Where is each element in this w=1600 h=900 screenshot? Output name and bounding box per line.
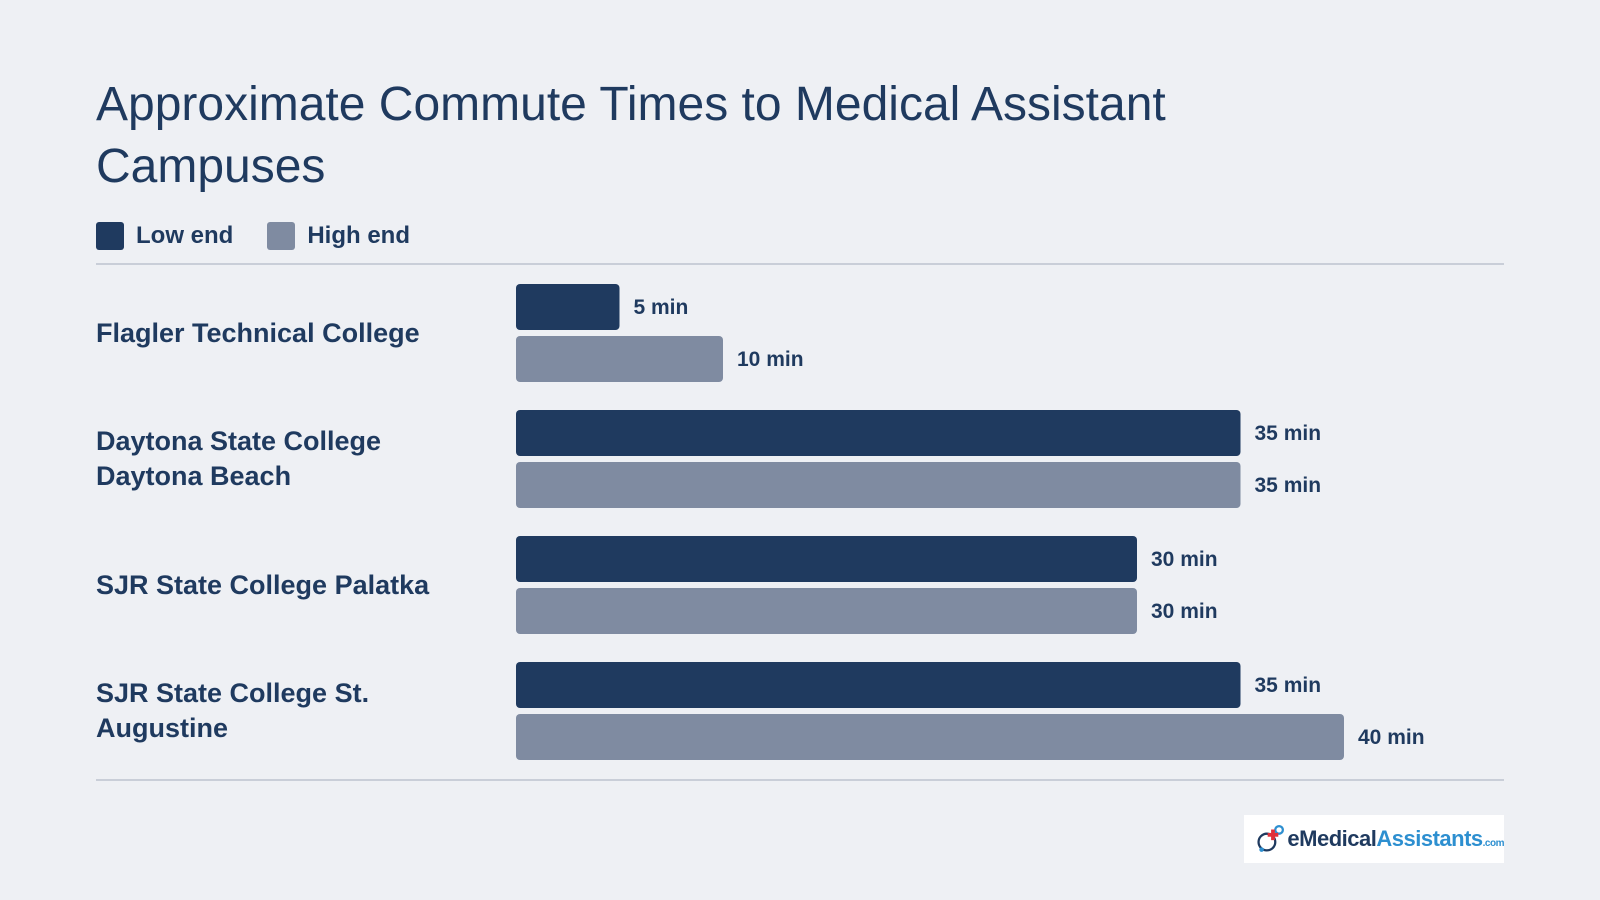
legend-item-low: Low end (96, 222, 233, 250)
legend-item-high: High end (267, 222, 410, 250)
legend-label-high: High end (307, 222, 410, 249)
bar-daytona-low (516, 410, 1241, 456)
bottom-divider (96, 779, 1504, 781)
bar-palatka-low (516, 536, 1137, 582)
legend-swatch-high (267, 222, 296, 250)
bar-st-augustine-low (516, 662, 1241, 708)
category-label-flagler: Flagler Technical College (96, 317, 420, 348)
bar-st-augustine-high (516, 714, 1344, 760)
brand-logo: eMedicalAssistants.com (1244, 815, 1505, 863)
bar-value-label-flagler-low: 5 min (634, 296, 689, 319)
bar-value-label-daytona-low: 35 min (1255, 422, 1322, 445)
bar-value-label-st-augustine-low: 35 min (1255, 674, 1322, 697)
bar-palatka-high (516, 588, 1137, 634)
top-divider (96, 263, 1504, 265)
bar-flagler-low (516, 284, 620, 330)
category-label-daytona: Daytona State College Daytona Beach (96, 426, 382, 491)
legend: Low end High end (96, 222, 444, 250)
category-label-st-augustine: SJR State College St. Augustine (96, 678, 370, 743)
bar-value-label-st-augustine-high: 40 min (1358, 726, 1425, 749)
bar-value-label-palatka-low: 30 min (1151, 548, 1218, 571)
medical-cross-logo-icon (1257, 824, 1285, 852)
bar-value-label-daytona-high: 35 min (1255, 474, 1322, 497)
legend-label-low: Low end (136, 222, 234, 249)
legend-swatch-low (96, 222, 124, 250)
bar-flagler-high (516, 336, 723, 382)
category-label-palatka: SJR State College Palatka (96, 569, 430, 600)
logo-text: eMedicalAssistants.com (1287, 826, 1504, 851)
bar-value-label-palatka-high: 30 min (1151, 600, 1218, 623)
bar-daytona-high (516, 462, 1241, 508)
bar-value-label-flagler-high: 10 min (737, 348, 804, 371)
chart-title: Approximate Commute Times to Medical Ass… (96, 78, 1166, 193)
